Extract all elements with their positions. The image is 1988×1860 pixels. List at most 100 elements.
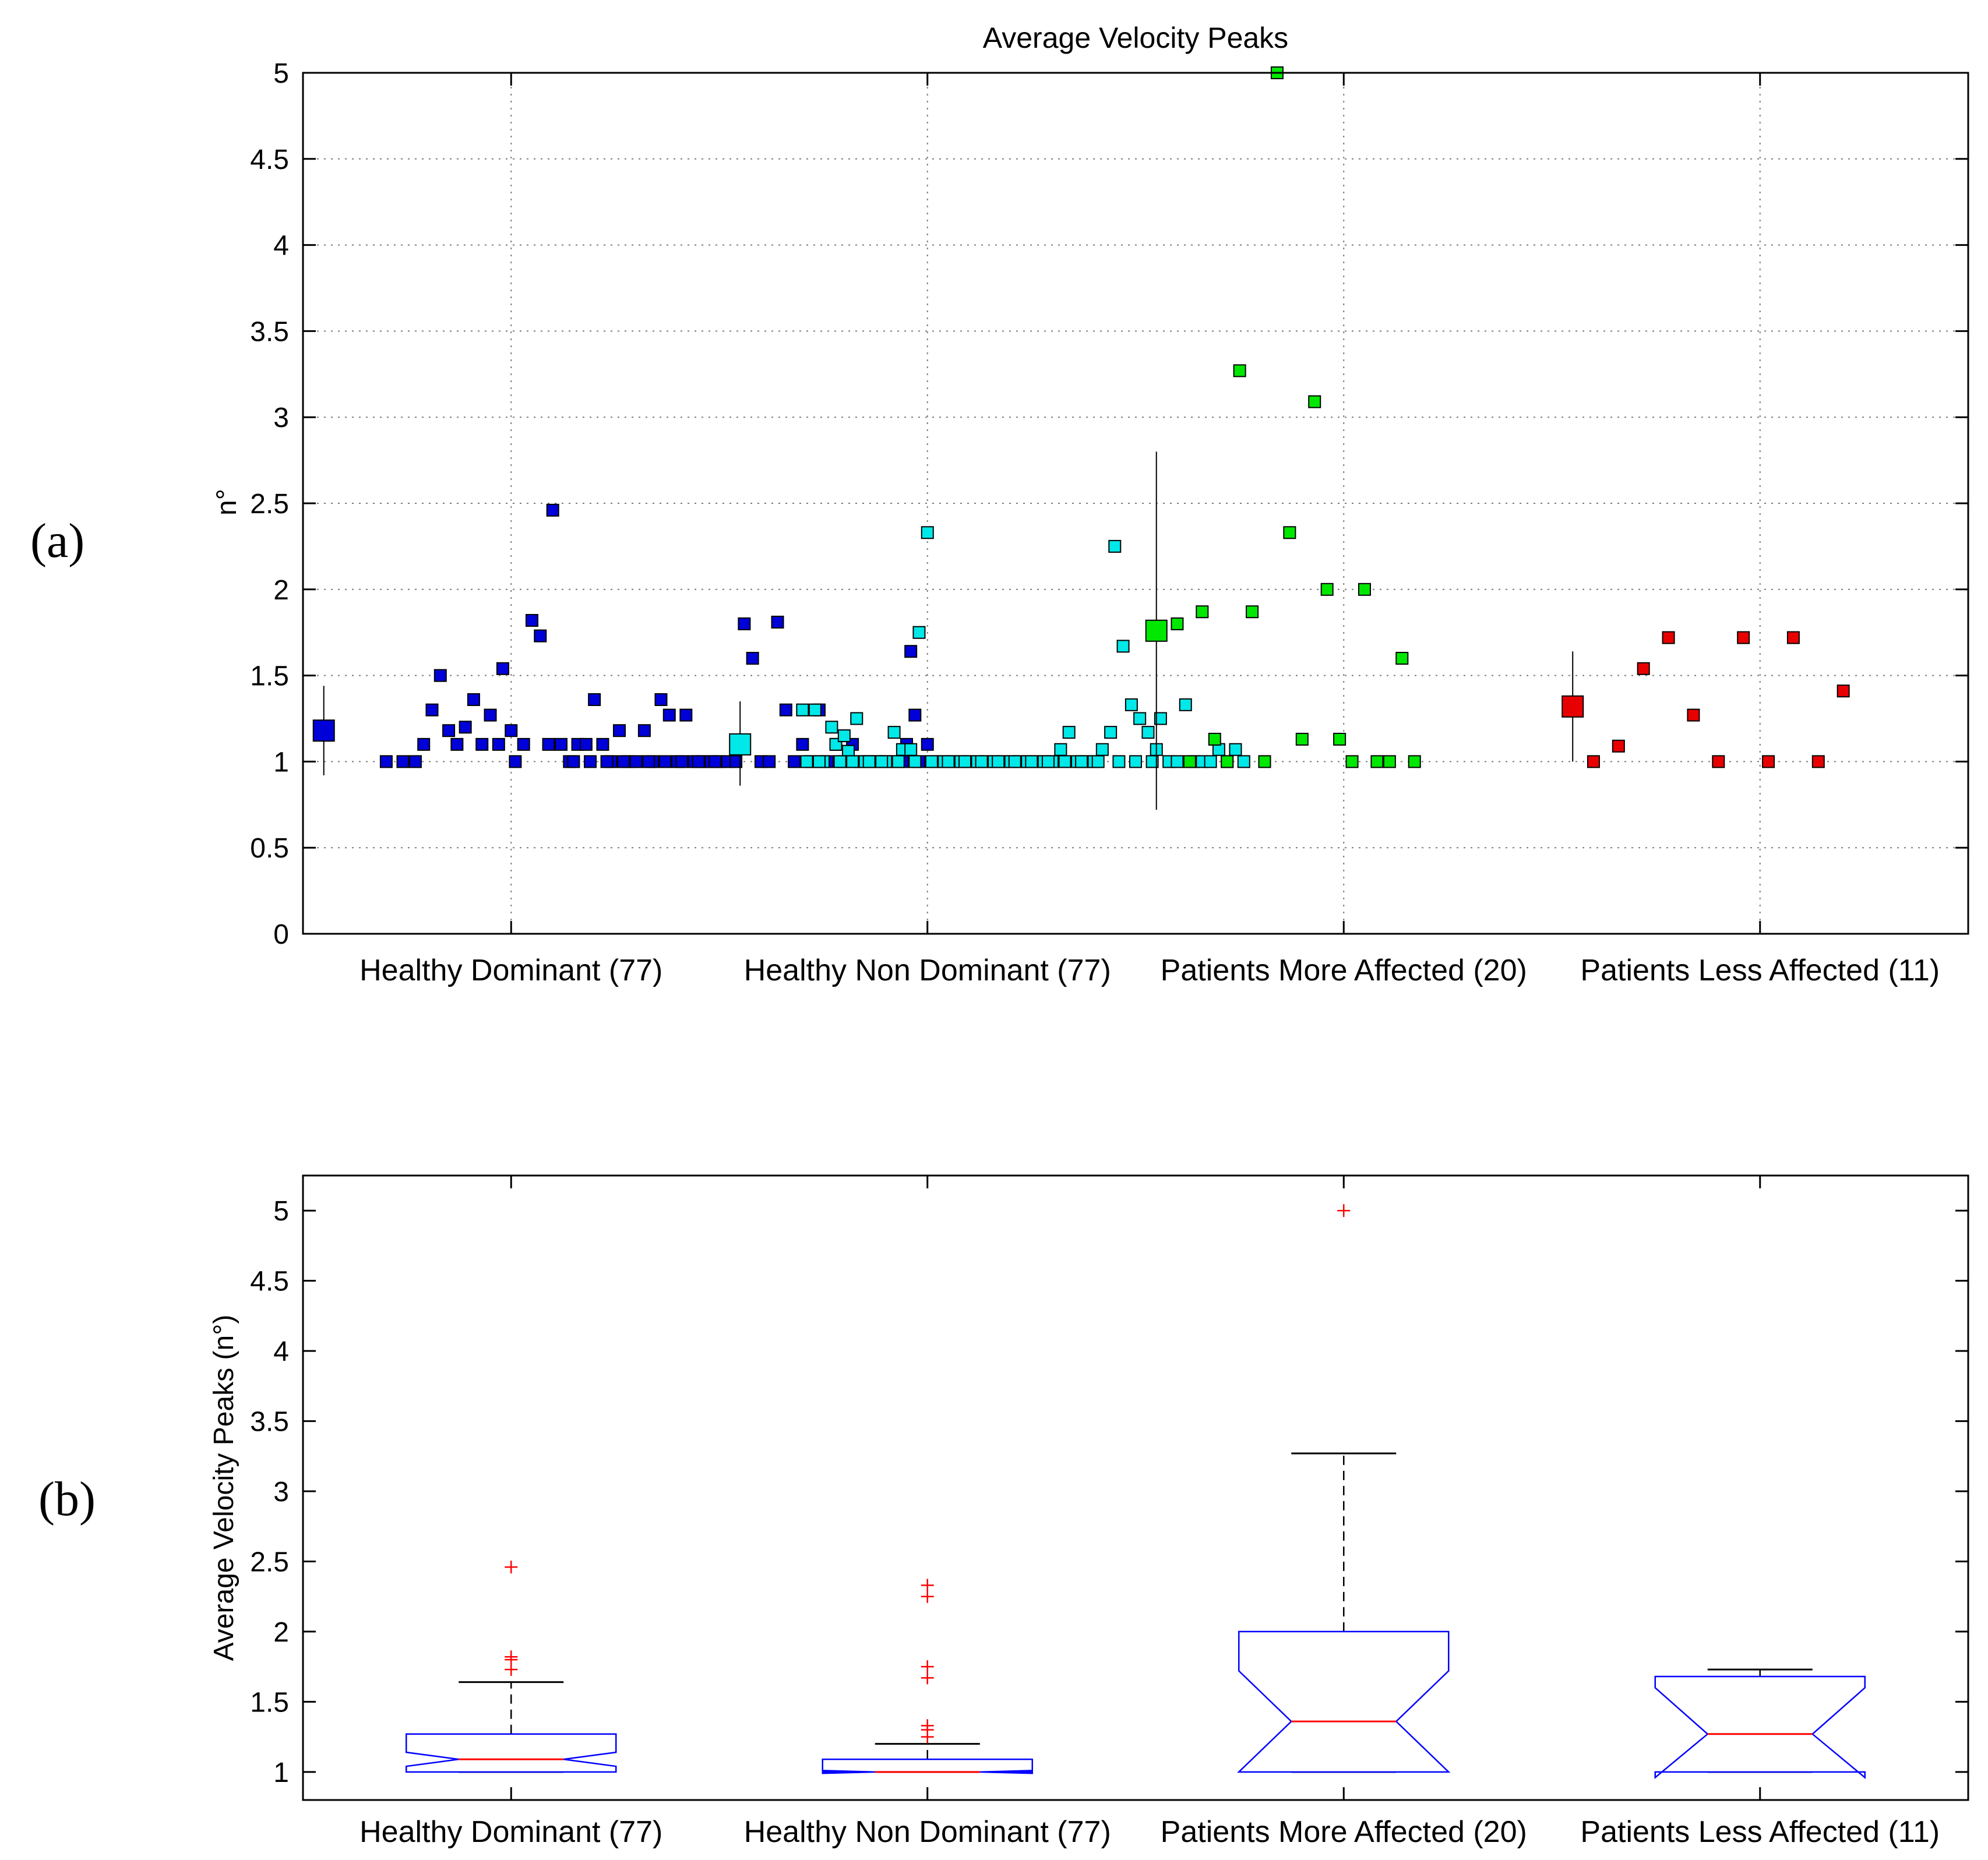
panel-a-data-point <box>459 721 472 734</box>
panel-a-data-point <box>1116 640 1130 653</box>
panel-a-data-point <box>1370 755 1384 768</box>
panel-a-data-point <box>588 693 601 706</box>
panel-a-data-point <box>546 503 559 517</box>
panel-a-data-point <box>812 755 826 768</box>
panel-b-y-tick-label: 5 <box>273 1196 289 1227</box>
panel-a-data-point <box>908 708 922 722</box>
panel-a-data-point <box>1112 755 1126 768</box>
panel-b-outlier-marker <box>921 1719 934 1732</box>
panel-a-data-point <box>1687 708 1700 722</box>
panel-a-data-point <box>1095 743 1109 756</box>
panel-a-data-point <box>1041 755 1055 768</box>
panel-a-data-point <box>825 721 838 734</box>
panel-b-y-tick-label: 3 <box>273 1477 289 1508</box>
panel-b-outlier-marker <box>505 1561 518 1574</box>
panel-a-y-tick-label: 2 <box>273 575 289 606</box>
panel-b-notched-box <box>822 1758 1033 1774</box>
panel-a-data-point <box>1108 539 1122 553</box>
panel-a-data-point <box>505 724 518 737</box>
panel-a-data-point <box>912 626 926 639</box>
panel-a-data-point <box>450 737 464 751</box>
panel-a-data-point <box>862 755 876 768</box>
panel-a-data-point <box>1237 755 1250 768</box>
panel-a-data-point <box>642 755 655 768</box>
panel-a-data-point <box>1179 698 1192 711</box>
panel-a-data-point <box>662 708 676 722</box>
panel-a-series-2 <box>729 526 1250 786</box>
panel-b-y-tick-label: 4.5 <box>250 1266 289 1297</box>
panel-a-data-point <box>1258 755 1271 768</box>
panel-a-data-point <box>1712 755 1725 768</box>
panel-a-data-point <box>509 755 522 768</box>
panel-a-data-point <box>1171 755 1184 768</box>
panel-a-data-point <box>763 755 776 768</box>
panel-b-y-tick-label: 4 <box>273 1336 289 1367</box>
panel-label-b: (b) <box>38 1472 96 1526</box>
panel-a-data-point <box>1008 755 1021 768</box>
panel-a-data-point <box>596 737 609 751</box>
panel-b-notched-box <box>406 1733 617 1773</box>
panel-a-data-point <box>1229 743 1242 756</box>
panel-a-data-point <box>600 755 614 768</box>
panel-b-category-label: Healthy Non Dominant (77) <box>744 1815 1111 1849</box>
panel-a-y-tick-label: 3 <box>273 403 289 433</box>
panel-a-data-point <box>1358 583 1371 596</box>
panel-a-data-point <box>525 614 538 627</box>
panel-a-y-tick-label: 4.5 <box>250 144 289 175</box>
panel-a-data-point <box>617 755 630 768</box>
panel-b-outlier-marker <box>921 1660 934 1674</box>
panel-a-y-tick-label: 0 <box>273 919 289 950</box>
panel-a-data-point <box>779 703 792 717</box>
panel-b-category-label: Patients More Affected (20) <box>1161 1815 1527 1849</box>
panel-b-box-3 <box>1237 1204 1451 1773</box>
panel-a-data-point <box>1662 631 1675 644</box>
panel-b-box-plot: Average Velocity Peaks (n°) 1 1.5 2 2.5 3 3.5 4… <box>209 1174 1969 1849</box>
panel-a-data-point <box>904 645 918 658</box>
panel-a-data-point <box>887 726 901 739</box>
panel-b-y-tick-label: 2 <box>273 1617 289 1648</box>
panel-a-mean-marker <box>1145 619 1168 642</box>
panel-a-data-point <box>417 737 431 751</box>
panel-a-category-label: Healthy Dominant (77) <box>359 954 662 987</box>
panel-b-y-tick-label: 1 <box>273 1757 289 1788</box>
panel-a-data-point <box>1233 364 1246 377</box>
panel-a-data-point <box>796 737 809 751</box>
panel-a-y-tick-label: 1 <box>273 747 289 778</box>
panel-a-data-point <box>891 755 905 768</box>
panel-a-data-point <box>921 737 934 751</box>
panel-a-data-point <box>1104 726 1118 739</box>
panel-a-data-point <box>1837 684 1850 698</box>
panel-a-data-point <box>925 755 938 768</box>
panel-a-data-point <box>584 755 597 768</box>
panel-a-y-tick-label: 5 <box>273 58 289 89</box>
panel-a-data-point <box>1612 739 1625 753</box>
panel-a-data-point <box>1058 755 1071 768</box>
panel-b-outlier-marker <box>921 1671 934 1685</box>
panel-a-data-point <box>904 743 918 756</box>
panel-a-data-point <box>1762 755 1775 768</box>
panel-b-category-label: Patients Less Affected (11) <box>1580 1815 1940 1849</box>
panel-a-data-point <box>567 755 580 768</box>
panel-a-data-point <box>1145 755 1159 768</box>
panel-b-plot-frame <box>302 1174 1969 1801</box>
panel-label-a: (a) <box>30 514 85 568</box>
panel-b-notched-box <box>1237 1630 1451 1773</box>
panel-a-plot-frame <box>302 72 1969 935</box>
panel-a-data-point <box>942 755 955 768</box>
panel-a-data-point <box>484 708 497 722</box>
panel-a-category-label: Patients Less Affected (11) <box>1580 954 1940 987</box>
panel-a-data-point <box>579 737 593 751</box>
panel-a-data-point <box>425 703 439 717</box>
panel-a-data-point <box>837 729 851 743</box>
panel-b-outlier-marker <box>921 1590 934 1603</box>
panel-a-category-label: Patients More Affected (20) <box>1161 954 1527 987</box>
panel-a-data-point <box>496 662 509 675</box>
panel-a-mean-marker <box>729 733 752 756</box>
panel-a-data-point <box>1208 732 1221 746</box>
panel-a-data-point <box>738 617 751 630</box>
panel-a-data-point <box>875 755 889 768</box>
panel-a-data-point <box>408 755 422 768</box>
panel-a-data-point <box>679 708 693 722</box>
panel-a-data-point <box>1154 712 1167 725</box>
